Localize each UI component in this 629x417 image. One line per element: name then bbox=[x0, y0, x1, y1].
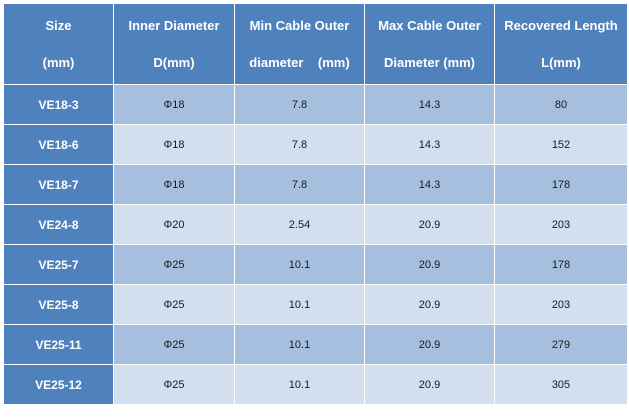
max-diameter-cell: 14.3 bbox=[364, 84, 495, 125]
min-diameter-cell: 7.8 bbox=[234, 124, 365, 165]
table-row: VE18-7 Φ18 7.8 14.3 178 bbox=[3, 164, 628, 205]
size-cell: VE25-12 bbox=[3, 364, 114, 405]
inner-diameter-cell: Φ25 bbox=[113, 324, 235, 365]
table-row: VE25-11 Φ25 10.1 20.9 279 bbox=[3, 324, 628, 365]
length-cell: 152 bbox=[494, 124, 628, 165]
length-cell: 203 bbox=[494, 204, 628, 245]
inner-diameter-cell: Φ25 bbox=[113, 244, 235, 285]
header-row: Size (mm) Inner Diameter D(mm) Min Cable O… bbox=[3, 3, 628, 85]
min-diameter-cell: 2.54 bbox=[234, 204, 365, 245]
size-cell: VE25-7 bbox=[3, 244, 114, 285]
min-diameter-cell: 10.1 bbox=[234, 284, 365, 325]
inner-diameter-cell: Φ18 bbox=[113, 164, 235, 205]
max-diameter-cell: 20.9 bbox=[364, 364, 495, 405]
inner-diameter-cell: Φ25 bbox=[113, 364, 235, 405]
length-cell: 279 bbox=[494, 324, 628, 365]
size-cell: VE18-3 bbox=[3, 84, 114, 125]
min-diameter-cell: 7.8 bbox=[234, 84, 365, 125]
max-diameter-cell: 20.9 bbox=[364, 244, 495, 285]
spec-table-container: Size (mm) Inner Diameter D(mm) Min Cable O… bbox=[3, 3, 628, 405]
length-cell: 305 bbox=[494, 364, 628, 405]
max-diameter-cell: 14.3 bbox=[364, 124, 495, 165]
min-diameter-cell: 7.8 bbox=[234, 164, 365, 205]
table-row: VE25-12 Φ25 10.1 20.9 305 bbox=[3, 364, 628, 405]
inner-diameter-cell: Φ18 bbox=[113, 84, 235, 125]
header-max-cable-outer: Max Cable Outer Diameter (mm) bbox=[364, 3, 495, 85]
max-diameter-cell: 20.9 bbox=[364, 204, 495, 245]
header-size: Size (mm) bbox=[3, 3, 114, 85]
table-row: VE25-7 Φ25 10.1 20.9 178 bbox=[3, 244, 628, 285]
table-row: VE18-3 Φ18 7.8 14.3 80 bbox=[3, 84, 628, 125]
length-cell: 80 bbox=[494, 84, 628, 125]
size-cell: VE25-8 bbox=[3, 284, 114, 325]
min-diameter-cell: 10.1 bbox=[234, 244, 365, 285]
max-diameter-cell: 14.3 bbox=[364, 164, 495, 205]
min-diameter-cell: 10.1 bbox=[234, 324, 365, 365]
max-diameter-cell: 20.9 bbox=[364, 284, 495, 325]
inner-diameter-cell: Φ25 bbox=[113, 284, 235, 325]
header-inner-diameter: Inner Diameter D(mm) bbox=[113, 3, 235, 85]
header-min-cable-outer: Min Cable Outer diameter (mm) bbox=[234, 3, 365, 85]
length-cell: 203 bbox=[494, 284, 628, 325]
table-row: VE25-8 Φ25 10.1 20.9 203 bbox=[3, 284, 628, 325]
spec-table: Size (mm) Inner Diameter D(mm) Min Cable O… bbox=[3, 3, 628, 405]
table-row: VE18-6 Φ18 7.8 14.3 152 bbox=[3, 124, 628, 165]
table-row: VE24-8 Φ20 2.54 20.9 203 bbox=[3, 204, 628, 245]
length-cell: 178 bbox=[494, 164, 628, 205]
inner-diameter-cell: Φ20 bbox=[113, 204, 235, 245]
size-cell: VE18-7 bbox=[3, 164, 114, 205]
min-diameter-cell: 10.1 bbox=[234, 364, 365, 405]
size-cell: VE18-6 bbox=[3, 124, 114, 165]
length-cell: 178 bbox=[494, 244, 628, 285]
inner-diameter-cell: Φ18 bbox=[113, 124, 235, 165]
header-recovered-length: Recovered Length L(mm) bbox=[494, 3, 628, 85]
max-diameter-cell: 20.9 bbox=[364, 324, 495, 365]
size-cell: VE25-11 bbox=[3, 324, 114, 365]
size-cell: VE24-8 bbox=[3, 204, 114, 245]
